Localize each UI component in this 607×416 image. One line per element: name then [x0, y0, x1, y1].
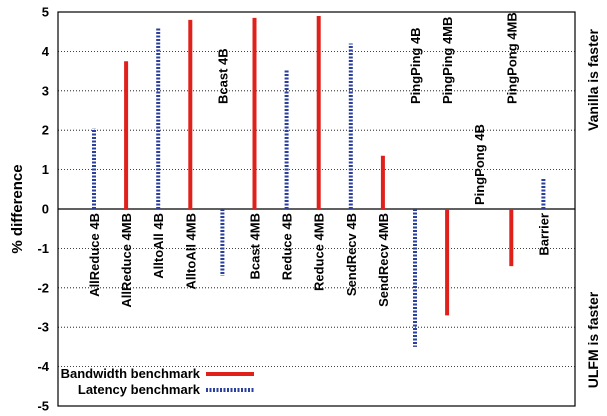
category-label: Reduce 4B: [280, 213, 295, 280]
legend-label-bandwidth: Bandwidth benchmark: [61, 366, 201, 381]
y-tick-label: -5: [37, 399, 49, 412]
category-label: PingPong 4B: [472, 124, 487, 205]
category-label: PingPing 4B: [408, 27, 423, 104]
category-label: AllReduce 4MB: [119, 213, 134, 308]
category-label: AllReduce 4B: [87, 213, 102, 297]
category-label: PingPing 4MB: [440, 17, 455, 104]
legend: Bandwidth benchmark Latency benchmark: [61, 366, 254, 397]
bars: [92, 15, 546, 347]
y-tick-label: -3: [37, 320, 49, 335]
category-label: SendRecv 4B: [344, 213, 359, 296]
right-bottom-label: ULFM is faster: [585, 291, 601, 388]
y-tick-label: 5: [42, 5, 49, 20]
y-axis-title: % difference: [9, 164, 26, 253]
category-label: PingPong 4MB: [504, 12, 519, 104]
y-tick-label: 1: [42, 162, 49, 177]
category-label: Reduce 4MB: [312, 213, 327, 291]
y-tick-label: 4: [42, 44, 50, 59]
y-tick-label: 3: [42, 83, 49, 98]
category-label: AlltoAll 4MB: [183, 213, 198, 290]
category-label: AlltoAll 4B: [151, 213, 166, 279]
category-label: Bcast 4MB: [248, 213, 263, 279]
category-label: Bcast 4B: [215, 48, 230, 104]
y-tick-label: 2: [42, 123, 49, 138]
category-label: Barrier: [536, 213, 551, 256]
category-label: SendRecv 4MB: [376, 213, 391, 307]
y-tick-label: -4: [37, 359, 49, 374]
grid-lines: [58, 51, 575, 368]
y-tick-label: -1: [37, 241, 49, 256]
y-tick-label: -2: [37, 280, 49, 295]
y-tick-label: 0: [42, 202, 49, 217]
legend-label-latency: Latency benchmark: [78, 382, 201, 397]
y-tick-labels: 5 4 3 2 1 0 -1 -2 -3 -4 -5: [37, 5, 50, 414]
right-top-label: Vanilla is faster: [585, 28, 601, 130]
category-labels: AllReduce 4B AllReduce 4MB AlltoAll 4B Allt…: [87, 12, 551, 307]
